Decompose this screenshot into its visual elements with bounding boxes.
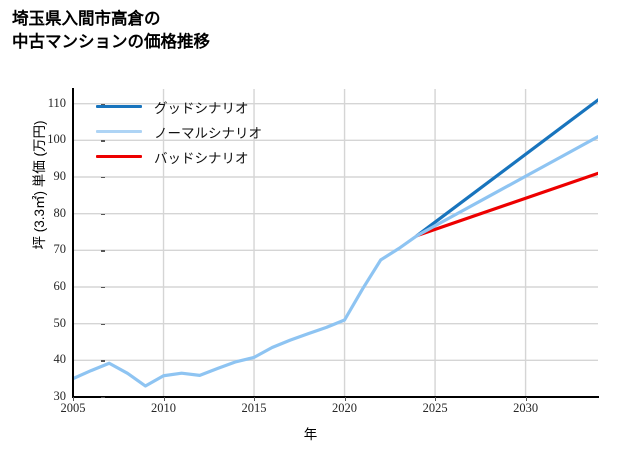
y-tick-mark (101, 140, 105, 142)
x-tick-label: 2015 (241, 401, 267, 415)
legend-item-label: ノーマルシナリオ (154, 125, 262, 141)
legend-item-1: グッドシナリオ (96, 94, 326, 119)
x-tick-label: 2025 (422, 401, 448, 415)
legend-line-swatch (96, 129, 142, 134)
x-tick-mark (344, 397, 346, 401)
y-tick-label: 110 (47, 95, 66, 110)
series-line (415, 171, 598, 238)
page-title: 埼玉県入間市高倉の 中古マンションの価格推移 (12, 10, 210, 51)
y-tick-mark (101, 397, 105, 399)
y-tick-label: 30 (53, 389, 67, 403)
plot-svg (73, 89, 598, 397)
y-tick-mark (101, 103, 105, 106)
y-axis-label: 坪 (3.3㎡) 単価 (万円) (32, 120, 47, 250)
x-tick-mark (254, 397, 256, 401)
legend-item-2: ノーマルシナリオ (96, 119, 326, 144)
y-tick-label: 40 (53, 352, 67, 367)
y-tick-label: 80 (53, 205, 67, 220)
y-tick-mark (101, 360, 105, 362)
data-series-group (73, 98, 598, 388)
x-tick-label: 2005 (60, 401, 86, 415)
y-tick-mark (101, 323, 105, 326)
y-tick-label: 90 (53, 169, 67, 183)
y-tick-label: 100 (47, 132, 66, 147)
legend-line-swatch (96, 154, 142, 159)
series-line (73, 135, 598, 388)
legend-item-label: バッドシナリオ (154, 150, 249, 166)
x-tick-mark (73, 397, 75, 401)
chart-legend: グッドシナリオ ノーマルシナリオ バッドシナリオ (96, 94, 326, 169)
y-tick-mark (101, 177, 105, 179)
series-line (415, 98, 598, 238)
plot-area (73, 89, 598, 397)
x-tick-label: 2030 (513, 401, 539, 415)
y-tick-mark (101, 287, 105, 289)
x-tick-label: 2010 (151, 401, 177, 415)
y-tick-label: 70 (53, 242, 67, 257)
y-axis-spine (71, 88, 74, 398)
x-axis-spine (73, 396, 599, 399)
y-tick-mark (101, 250, 105, 252)
legend-item-label: グッドシナリオ (154, 100, 249, 116)
x-tick-mark (163, 397, 165, 401)
x-axis-label: 年 (303, 427, 318, 442)
y-tick-label: 50 (53, 315, 67, 330)
x-tick-mark (435, 397, 437, 401)
y-tick-mark (101, 213, 105, 216)
x-tick-mark (525, 397, 527, 401)
y-tick-label: 60 (53, 279, 67, 293)
legend-item-3: バッドシナリオ (96, 144, 326, 169)
y-axis-ticks: 30 40 50 60 70 80 90 100 110 (33, 0, 105, 465)
x-tick-label: 2020 (332, 401, 358, 415)
legend-line-swatch (96, 104, 142, 109)
